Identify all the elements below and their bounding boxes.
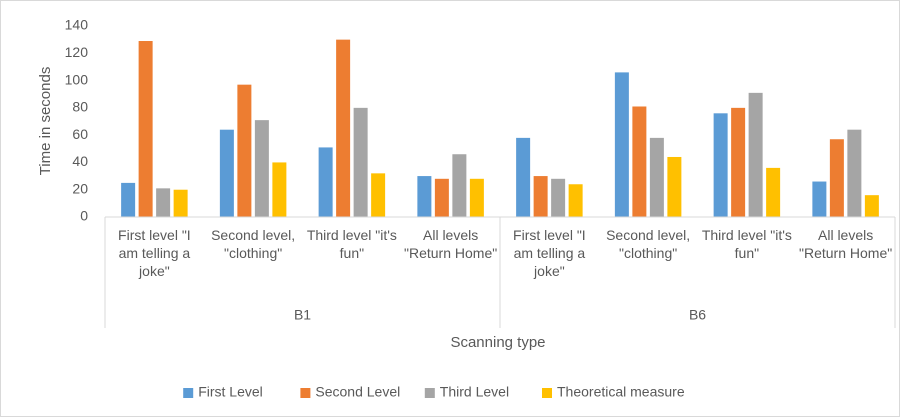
- bar: [731, 107, 746, 217]
- x-tick-label: All levels "Return Home": [799, 227, 893, 261]
- x-tick-label-box: Third level "it's fun": [701, 227, 792, 261]
- bar: [551, 178, 566, 217]
- bar: [829, 139, 844, 217]
- y-tick-label: 80: [72, 99, 88, 115]
- x-tick-label: First level "I am telling a joke": [118, 227, 191, 279]
- bar: [812, 181, 827, 217]
- bar: [533, 176, 548, 217]
- bar: [156, 188, 171, 217]
- bar: [667, 156, 682, 217]
- y-tick-label: 120: [65, 44, 89, 60]
- bar: [237, 84, 252, 218]
- bar: [434, 178, 449, 217]
- bar: [254, 120, 269, 217]
- legend-swatch: [542, 388, 552, 398]
- bar: [173, 189, 188, 217]
- group-label: B6: [689, 307, 706, 323]
- bar: [713, 113, 728, 217]
- bar: [469, 178, 484, 217]
- bar: [336, 39, 351, 218]
- bar: [568, 184, 583, 217]
- bar: [847, 129, 862, 217]
- x-axis-label: Scanning type: [450, 334, 545, 351]
- bar: [219, 129, 234, 217]
- group-label: B1: [294, 307, 311, 323]
- bar: [318, 147, 333, 217]
- bar: [371, 173, 386, 217]
- y-tick-label: 140: [65, 17, 89, 33]
- bar: [452, 154, 467, 217]
- bar: [614, 72, 629, 217]
- legend-label: First Level: [198, 384, 263, 400]
- x-tick-label-box: First level "I am telling a joke": [513, 227, 586, 279]
- bar: [272, 162, 287, 217]
- bar: [632, 106, 647, 217]
- y-tick-label: 100: [65, 71, 89, 87]
- legend-label: Third Level: [440, 384, 509, 400]
- x-tick-label-box: All levels "Return Home": [799, 227, 893, 261]
- y-tick-label: 60: [72, 126, 88, 142]
- y-tick-label: 40: [72, 153, 88, 169]
- bar: [516, 137, 531, 217]
- y-tick-label: 0: [80, 208, 88, 224]
- x-tick-label: First level "I am telling a joke": [513, 227, 586, 279]
- bar: [121, 182, 136, 217]
- legend-swatch: [183, 388, 194, 398]
- legend-swatch: [300, 388, 311, 398]
- bar: [864, 195, 879, 217]
- bar: [766, 167, 781, 217]
- x-tick-label: Third level "it's fun": [306, 227, 397, 261]
- x-tick-label-box: First level "I am telling a joke": [118, 227, 191, 279]
- x-tick-label-box: Second level, "clothing": [211, 227, 296, 261]
- x-tick-label: Third level "it's fun": [701, 227, 792, 261]
- x-tick-label-box: All levels "Return Home": [404, 227, 498, 261]
- bar: [748, 92, 763, 217]
- x-tick-label: All levels "Return Home": [404, 227, 498, 261]
- x-tick-label: Second level, "clothing": [211, 227, 296, 261]
- x-tick-label-box: Third level "it's fun": [306, 227, 397, 261]
- x-tick-label-box: Second level, "clothing": [606, 227, 691, 261]
- legend-label: Theoretical measure: [557, 384, 685, 400]
- bar: [417, 176, 432, 217]
- bar: [138, 41, 153, 217]
- bar: [649, 137, 664, 217]
- x-tick-label: Second level, "clothing": [606, 227, 691, 261]
- legend-swatch: [424, 388, 435, 398]
- legend-label: Second Level: [315, 384, 400, 400]
- y-tick-label: 20: [72, 180, 88, 196]
- bar: [353, 107, 368, 217]
- y-axis-label: Time in seconds: [37, 67, 54, 176]
